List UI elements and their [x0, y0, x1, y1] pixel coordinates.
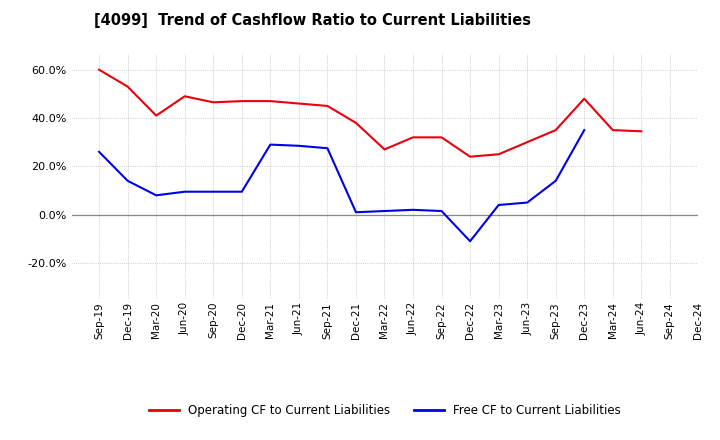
Text: [4099]  Trend of Cashflow Ratio to Current Liabilities: [4099] Trend of Cashflow Ratio to Curren… — [94, 13, 531, 28]
Legend: Operating CF to Current Liabilities, Free CF to Current Liabilities: Operating CF to Current Liabilities, Fre… — [145, 399, 626, 422]
